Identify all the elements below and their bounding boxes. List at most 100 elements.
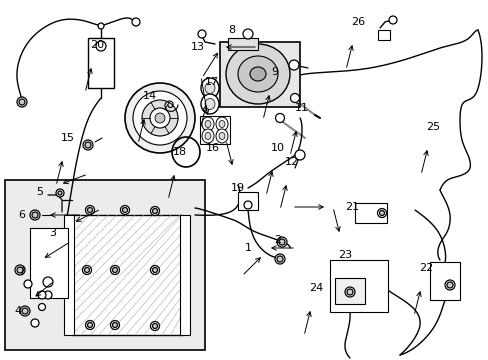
Text: 20: 20 <box>90 40 104 50</box>
Circle shape <box>87 323 92 328</box>
Circle shape <box>120 206 129 215</box>
Circle shape <box>83 140 93 150</box>
Circle shape <box>17 267 23 273</box>
Circle shape <box>84 267 89 273</box>
Ellipse shape <box>219 121 224 127</box>
Bar <box>72 215 182 335</box>
Circle shape <box>152 208 157 213</box>
Text: 17: 17 <box>204 77 219 87</box>
Circle shape <box>85 320 94 329</box>
Ellipse shape <box>238 56 278 92</box>
Circle shape <box>133 91 186 145</box>
Text: 14: 14 <box>142 91 157 101</box>
Bar <box>180 215 190 335</box>
Circle shape <box>85 142 91 148</box>
Circle shape <box>110 266 119 274</box>
Circle shape <box>243 29 252 39</box>
Circle shape <box>24 280 32 288</box>
Circle shape <box>152 267 157 273</box>
Text: 4: 4 <box>15 306 21 316</box>
Circle shape <box>294 150 305 160</box>
Ellipse shape <box>216 129 227 143</box>
Circle shape <box>110 320 119 329</box>
Circle shape <box>150 321 159 330</box>
Bar <box>30 228 68 298</box>
Text: 19: 19 <box>230 183 244 193</box>
Bar <box>377 30 389 40</box>
Circle shape <box>142 100 178 136</box>
Bar <box>5 180 204 350</box>
Text: 21: 21 <box>344 202 358 212</box>
Circle shape <box>150 266 159 274</box>
Text: 7: 7 <box>19 267 25 277</box>
Circle shape <box>276 237 286 247</box>
Circle shape <box>19 99 25 105</box>
Ellipse shape <box>202 129 214 143</box>
Text: 3: 3 <box>49 228 57 238</box>
Circle shape <box>288 60 298 70</box>
Ellipse shape <box>204 132 210 139</box>
Text: 23: 23 <box>337 250 351 260</box>
Circle shape <box>446 282 452 288</box>
Circle shape <box>150 108 170 128</box>
Ellipse shape <box>204 82 215 94</box>
Circle shape <box>56 189 64 197</box>
Circle shape <box>112 267 117 273</box>
Text: 5: 5 <box>37 187 43 197</box>
Circle shape <box>198 30 205 38</box>
Bar <box>88 38 114 88</box>
Circle shape <box>30 210 40 220</box>
Bar <box>220 42 299 107</box>
Text: 25: 25 <box>425 122 439 132</box>
Circle shape <box>112 323 117 328</box>
Bar <box>334 278 364 304</box>
Circle shape <box>274 254 285 264</box>
Circle shape <box>22 308 28 314</box>
Text: 1: 1 <box>244 243 251 253</box>
Ellipse shape <box>204 99 215 109</box>
Circle shape <box>32 212 38 218</box>
Circle shape <box>275 113 284 122</box>
Circle shape <box>44 291 52 299</box>
Circle shape <box>345 287 354 297</box>
Circle shape <box>58 191 62 195</box>
Ellipse shape <box>201 94 219 114</box>
Ellipse shape <box>204 121 210 127</box>
Circle shape <box>444 280 454 290</box>
Text: 16: 16 <box>205 143 220 153</box>
Text: 12: 12 <box>285 157 299 167</box>
Circle shape <box>290 94 299 103</box>
Text: 9: 9 <box>271 67 278 77</box>
Bar <box>354 203 386 223</box>
Text: 18: 18 <box>173 147 187 157</box>
Circle shape <box>31 319 39 327</box>
Circle shape <box>20 306 30 316</box>
Circle shape <box>279 239 285 245</box>
Bar <box>238 192 258 210</box>
Circle shape <box>379 211 384 216</box>
Bar <box>429 262 459 300</box>
Bar <box>329 260 387 312</box>
Text: 15: 15 <box>61 133 75 143</box>
Circle shape <box>43 277 53 287</box>
Circle shape <box>125 83 195 153</box>
Circle shape <box>244 201 251 209</box>
Ellipse shape <box>219 132 224 139</box>
Text: 11: 11 <box>294 103 308 113</box>
Text: 26: 26 <box>350 17 365 27</box>
Text: 6: 6 <box>19 210 25 220</box>
Circle shape <box>38 291 46 299</box>
Text: 24: 24 <box>308 283 323 293</box>
Text: 8: 8 <box>228 25 235 35</box>
Circle shape <box>85 206 94 215</box>
Circle shape <box>132 18 140 26</box>
Bar <box>227 38 258 50</box>
Text: 13: 13 <box>191 42 204 52</box>
Circle shape <box>39 303 45 310</box>
Circle shape <box>98 23 104 29</box>
Ellipse shape <box>201 78 219 98</box>
Text: 2: 2 <box>274 235 281 245</box>
Circle shape <box>155 113 164 123</box>
Circle shape <box>346 289 352 295</box>
Ellipse shape <box>216 117 227 131</box>
